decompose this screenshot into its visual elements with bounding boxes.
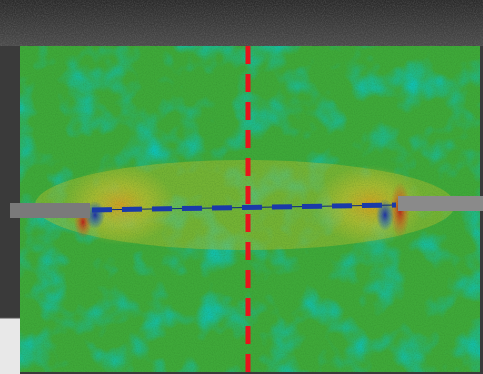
bottom-left-area xyxy=(0,318,20,374)
horizontal-dashed-line xyxy=(91,202,397,213)
top-texture xyxy=(0,0,483,46)
grip-left xyxy=(10,203,90,218)
grip-right xyxy=(398,196,483,211)
